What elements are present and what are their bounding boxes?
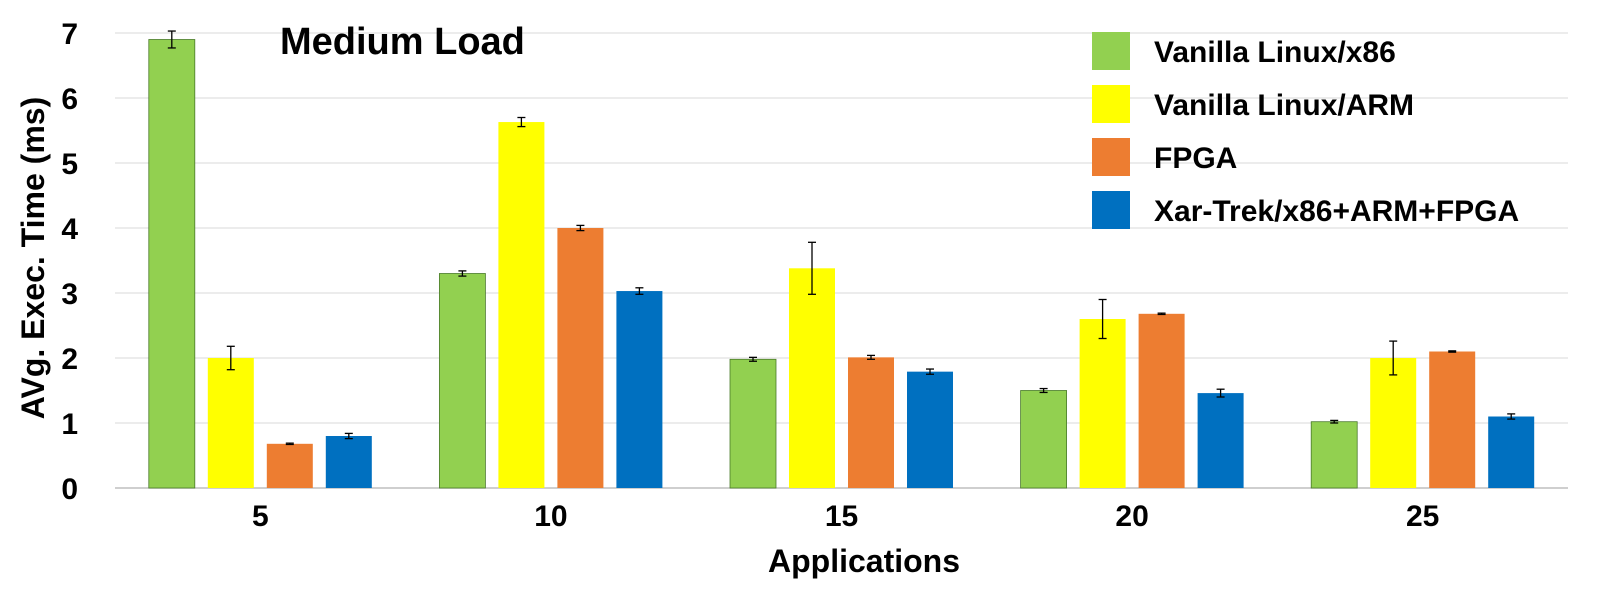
error-bar	[926, 368, 934, 375]
bar	[1488, 416, 1535, 488]
bar	[907, 371, 953, 488]
error-bar	[167, 30, 176, 49]
y-tick-label: 3	[61, 278, 78, 311]
error-bar	[344, 432, 353, 440]
error-bar	[226, 345, 235, 371]
bar	[1370, 358, 1417, 488]
bar	[1079, 319, 1126, 488]
error-bar	[867, 354, 875, 360]
y-tick-label: 2	[61, 343, 78, 376]
bar	[1138, 313, 1185, 488]
y-tick-label: 7	[61, 18, 78, 51]
bar	[1197, 393, 1244, 488]
y-tick-label: 0	[61, 473, 78, 506]
bar	[616, 291, 663, 488]
y-axis-title: AVg. Exec. Time (ms)	[15, 97, 51, 419]
error-bar	[1448, 350, 1457, 353]
x-axis-title: Applications	[768, 543, 960, 579]
chart-title: Medium Load	[280, 21, 525, 63]
legend-label: Xar-Trek/x86+ARM+FPGA	[1154, 195, 1519, 228]
bar	[325, 436, 372, 488]
bar	[148, 39, 196, 489]
bar	[557, 228, 604, 488]
error-bar	[635, 287, 644, 295]
error-bar	[1157, 312, 1166, 316]
error-bar	[458, 270, 467, 277]
bar	[1429, 351, 1476, 488]
legend-swatch	[1092, 191, 1130, 229]
bar	[789, 268, 835, 488]
legend-label: Vanilla Linux/x86	[1154, 36, 1396, 69]
x-tick-label: 15	[825, 500, 858, 533]
bar	[207, 358, 254, 488]
x-tick-label: 20	[1115, 500, 1148, 533]
x-tick-label: 5	[252, 500, 269, 533]
bar	[498, 122, 545, 489]
bar	[1310, 421, 1358, 489]
bar	[266, 443, 313, 488]
legend-item: Vanilla Linux/ARM	[1092, 85, 1414, 123]
y-tick-label: 5	[61, 148, 78, 181]
x-tick-label: 10	[534, 500, 567, 533]
error-bar	[285, 442, 294, 446]
legend-item: Vanilla Linux/x86	[1092, 32, 1396, 70]
x-tick-label: 25	[1406, 500, 1439, 533]
x-tick-labels: 5 10 15 20 25	[252, 500, 1439, 533]
bar	[848, 357, 894, 488]
legend-swatch	[1092, 85, 1130, 123]
error-bar	[1330, 419, 1339, 424]
error-bar	[808, 241, 816, 295]
bar	[438, 273, 486, 489]
y-tick-labels: 0 1 2 3 4 5 6 7	[61, 18, 78, 506]
error-bar	[576, 224, 585, 232]
legend: Vanilla Linux/x86 Vanilla Linux/ARM FPGA Xa…	[1092, 32, 1519, 229]
error-bar	[517, 116, 526, 128]
error-bars	[167, 30, 1516, 446]
error-bar	[1389, 340, 1398, 376]
y-tick-label: 1	[61, 408, 78, 441]
bars	[148, 39, 1535, 489]
error-bar	[749, 356, 757, 362]
y-tick-label: 4	[61, 213, 78, 246]
legend-item: FPGA	[1092, 138, 1237, 176]
legend-label: Vanilla Linux/ARM	[1154, 89, 1414, 122]
legend-swatch	[1092, 138, 1130, 176]
y-tick-label: 6	[61, 83, 78, 116]
legend-item: Xar-Trek/x86+ARM+FPGA	[1092, 191, 1519, 229]
error-bar	[1216, 388, 1225, 398]
error-bar	[1098, 298, 1107, 340]
error-bar	[1507, 413, 1516, 420]
bar	[1020, 390, 1067, 489]
bar	[729, 358, 777, 489]
legend-label: FPGA	[1154, 142, 1237, 175]
legend-swatch	[1092, 32, 1130, 70]
error-bar	[1039, 387, 1048, 394]
